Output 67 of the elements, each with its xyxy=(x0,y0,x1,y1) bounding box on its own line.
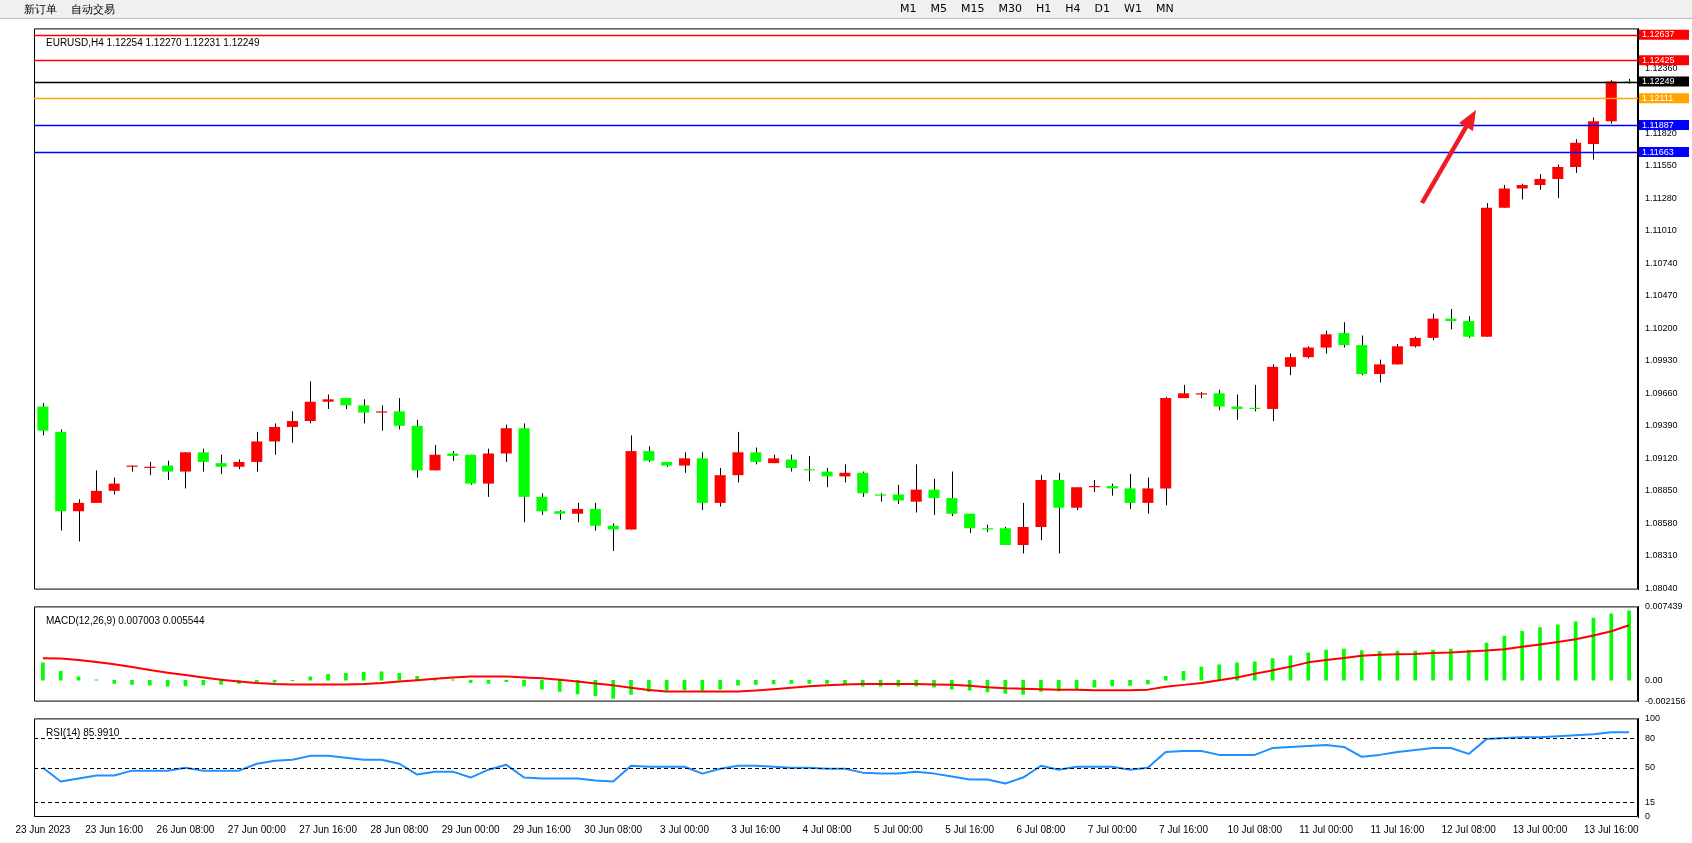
text: 新订单 xyxy=(24,2,57,17)
y-tick-label: 100 xyxy=(1645,712,1661,723)
y-tick-label: 1.11820 xyxy=(1645,127,1677,138)
x-tick-label: 6 Jul 08:00 xyxy=(1016,823,1066,835)
y-tick-label: 1.11550 xyxy=(1645,160,1677,171)
x-tick-label: 29 Jun 16:00 xyxy=(513,823,572,835)
y-tick-label: 1.10740 xyxy=(1645,257,1678,268)
y-tick-label: 1.09930 xyxy=(1645,355,1678,366)
y-tick-label: 15 xyxy=(1645,796,1656,807)
x-tick-label: 3 Jul 00:00 xyxy=(660,823,710,835)
x-tick-label: 10 Jul 08:00 xyxy=(1227,823,1283,835)
x-tick-label: 4 Jul 08:00 xyxy=(802,823,852,835)
x-tick-label: 13 Jul 00:00 xyxy=(1512,823,1568,835)
y-tick-label: 0.00 xyxy=(1645,674,1663,685)
text: M5 xyxy=(930,2,947,15)
text: MN xyxy=(1155,2,1174,15)
x-tick-label: 5 Jul 16:00 xyxy=(945,823,995,835)
text: RSI(14) 85.9910 xyxy=(46,727,120,739)
text: MACD(12,26,9) 0.007003 0.005544 xyxy=(46,615,205,627)
x-tick-label: 30 Jun 08:00 xyxy=(584,823,643,835)
text: EURUSD,H4 1.12254 1.12270 1.12231 1.12249 xyxy=(46,37,260,49)
text: W1 xyxy=(1124,2,1142,15)
text: H4 xyxy=(1065,2,1081,15)
x-tick-label: 12 Jul 08:00 xyxy=(1441,823,1497,835)
y-tick-label: 1.08850 xyxy=(1645,485,1678,496)
x-tick-label: 27 Jun 16:00 xyxy=(299,823,358,835)
y-tick-label: -0.002156 xyxy=(1645,696,1686,707)
x-tick-label: 7 Jul 16:00 xyxy=(1159,823,1209,835)
y-tick-label: 1.09120 xyxy=(1645,452,1678,463)
x-tick-label: 27 Jun 00:00 xyxy=(227,823,287,835)
y-tick-label: 0.007439 xyxy=(1645,600,1683,611)
text: 自动交易 xyxy=(71,2,115,17)
ref-line-label: 1.12111 xyxy=(1642,92,1674,103)
y-tick-label: 1.09390 xyxy=(1645,420,1678,431)
y-tick-label: 0 xyxy=(1645,811,1651,822)
ref-line-label: 1.12637 xyxy=(1642,29,1675,40)
x-tick-label: 7 Jul 00:00 xyxy=(1087,823,1138,835)
text: D1 xyxy=(1094,2,1111,15)
y-tick-label: 1.09660 xyxy=(1645,387,1678,398)
y-tick-label: 1.11010 xyxy=(1645,225,1677,236)
y-tick-label: 50 xyxy=(1645,762,1656,773)
y-tick-label: 1.10200 xyxy=(1645,322,1678,333)
y-tick-label: 80 xyxy=(1645,732,1656,743)
x-tick-label: 26 Jun 08:00 xyxy=(156,823,215,835)
y-tick-label: 1.10470 xyxy=(1645,290,1678,301)
x-tick-label: 23 Jun 16:00 xyxy=(85,823,144,835)
y-tick-label: 1.08040 xyxy=(1645,582,1678,593)
text: M1 xyxy=(900,2,917,15)
text: H1 xyxy=(1036,2,1052,15)
y-tick-label: 1.11280 xyxy=(1645,192,1677,203)
text: M30 xyxy=(998,2,1022,15)
x-tick-label: 23 Jun 2023 xyxy=(15,823,71,835)
ref-line-label: 1.12425 xyxy=(1642,54,1675,65)
x-tick-label: 28 Jun 08:00 xyxy=(370,823,429,835)
x-tick-label: 5 Jul 00:00 xyxy=(873,823,924,835)
y-tick-label: 1.08310 xyxy=(1645,550,1678,561)
x-tick-label: 29 Jun 00:00 xyxy=(441,823,500,835)
ref-line-label: 1.11663 xyxy=(1642,146,1674,157)
y-tick-label: 1.08580 xyxy=(1645,517,1678,528)
text: M15 xyxy=(961,2,985,15)
x-tick-label: 13 Jul 16:00 xyxy=(1584,823,1639,835)
x-tick-label: 3 Jul 16:00 xyxy=(731,823,781,835)
x-tick-label: 11 Jul 00:00 xyxy=(1299,823,1354,835)
x-tick-label: 11 Jul 16:00 xyxy=(1370,823,1425,835)
y-tick-label: 1.12360 xyxy=(1645,62,1678,73)
ref-line-label: 1.12249 xyxy=(1642,75,1675,86)
ref-line-label: 1.11887 xyxy=(1642,119,1674,130)
